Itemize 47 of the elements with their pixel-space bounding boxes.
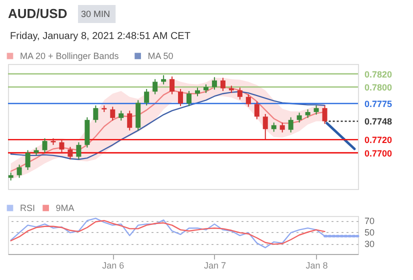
- y-tick-label: 0.7775: [364, 98, 392, 109]
- candlestick: [296, 112, 302, 124]
- legend-label: 9MA: [56, 203, 74, 213]
- candlestick: [246, 94, 251, 108]
- y-tick-label: 0.7700: [364, 148, 392, 158]
- y-tick-label: 0.7800: [364, 82, 392, 93]
- chart-title: AUD/USD: [8, 6, 68, 21]
- x-tick-label: Jan 7: [204, 260, 226, 270]
- candlestick: [262, 114, 268, 140]
- candlestick: [42, 138, 48, 154]
- chart-subtitle: Friday, January 8, 2021 2:48:51 AM CET: [10, 31, 190, 42]
- candlestick: [127, 110, 132, 131]
- candlestick: [144, 88, 150, 106]
- candlestick: [186, 90, 192, 107]
- candlestick: [170, 76, 175, 95]
- candlestick: [118, 110, 124, 122]
- legend-label: MA 20 + Bollinger Bands: [20, 51, 120, 61]
- candlestick: [322, 104, 328, 124]
- candlestick: [16, 164, 22, 178]
- candlestick: [59, 139, 64, 153]
- y-tick-label: 50: [364, 228, 375, 238]
- candlestick: [68, 146, 73, 160]
- candlestick: [280, 122, 285, 133]
- candlestick: [288, 116, 294, 133]
- x-tick-label: Jan 6: [102, 260, 124, 270]
- candlestick: [314, 104, 319, 116]
- candlestick: [254, 101, 260, 120]
- candlestick: [152, 78, 158, 95]
- candlestick: [25, 150, 30, 170]
- candlestick: [76, 142, 82, 160]
- y-tick-label: 0.7820: [364, 69, 392, 80]
- legend-label: RSI: [20, 203, 36, 213]
- candlestick: [93, 104, 98, 124]
- y-tick-label: 70: [364, 216, 375, 226]
- legend-label: MA 50: [148, 51, 174, 61]
- text: 30 MIN: [81, 9, 110, 19]
- candlestick: [178, 88, 184, 107]
- candlestick: [237, 87, 242, 100]
- candlestick: [161, 74, 166, 85]
- candlestick: [110, 106, 116, 122]
- x-tick-label: Jan 8: [306, 260, 328, 270]
- candlestick: [212, 76, 217, 90]
- candlestick: [271, 122, 276, 132]
- y-tick-label: 0.7748: [364, 116, 392, 127]
- y-tick-label: 30: [364, 239, 375, 250]
- candlestick: [220, 77, 226, 92]
- y-tick-label: 0.7720: [364, 135, 392, 146]
